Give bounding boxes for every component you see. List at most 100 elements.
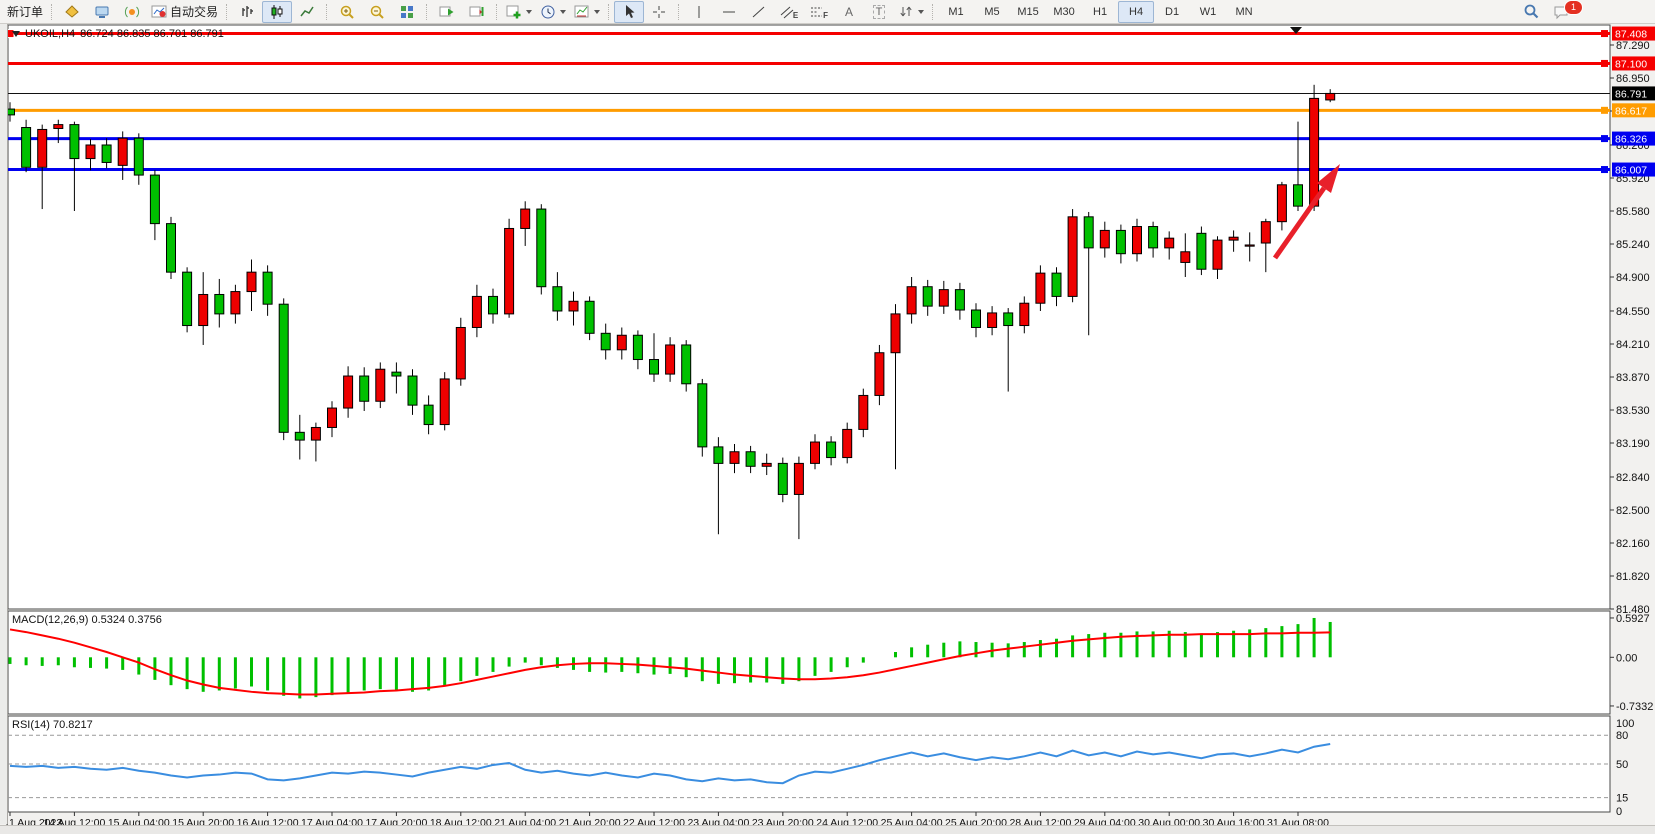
candle-body [117,137,128,166]
tab-timeframe-h4[interactable]: H4 [1118,0,1155,23]
line-handle[interactable] [1601,30,1608,38]
candle-body [407,375,418,406]
candle-body [455,326,466,380]
zoom-out-icon [369,4,385,20]
text-label-button[interactable]: T [864,1,894,23]
candle-body [262,271,273,305]
auto-scroll-button[interactable] [432,1,462,23]
search-icon [1523,3,1540,20]
fibonacci-button[interactable]: F [804,1,834,23]
candle-body [536,208,547,288]
candle-body [375,368,386,402]
candle-body [230,291,241,315]
macd-scale-label: 0.5927 [1616,613,1650,625]
templates-button[interactable] [570,1,604,23]
price-tag-label: 86.326 [1615,134,1647,146]
bar-chart-button[interactable] [232,1,262,23]
zoom-in-icon [339,4,355,20]
tab-timeframe-m30[interactable]: M30 [1053,5,1075,18]
candle-body [1244,244,1255,247]
cursor-button[interactable] [614,0,645,23]
signal-waves-icon [124,4,140,20]
tab-timeframe-m15[interactable]: M15 [1017,5,1039,18]
price-tick-label: 83.190 [1616,438,1650,450]
candle-body [182,271,193,327]
text-tool-icon: A [845,4,854,19]
vertical-line-button[interactable] [684,1,714,23]
virtual-hosting-button[interactable] [87,1,117,23]
candle-body [600,332,611,351]
candle-body [149,174,160,225]
candle-body [681,344,692,385]
zoom-out-button[interactable] [362,1,392,23]
candle-body [198,293,209,327]
tab-timeframe-m1[interactable]: M1 [948,5,964,18]
market-watch-button[interactable] [57,1,87,23]
rsi-line [9,743,1331,785]
candle-body [1276,184,1287,223]
arrows-button[interactable] [894,1,928,23]
text-button[interactable]: A [834,1,864,23]
trend-arrow-head-icon[interactable] [1317,164,1340,193]
rsi-scale-label: 80 [1616,730,1628,742]
candle-body [922,286,933,307]
candle-body [890,313,901,354]
dropdown-caret-icon [918,9,925,14]
candle-body [1035,272,1046,304]
price-tag [1612,162,1655,177]
line-handle[interactable] [1601,166,1608,174]
channel-letter: E [792,10,799,20]
horizontal-line-button[interactable] [714,1,744,23]
candle-body [1003,312,1014,327]
candle-body [1019,302,1030,327]
chart-shift-marker-icon[interactable] [1290,27,1302,34]
new-order-button[interactable]: 新订单 [3,1,47,23]
main-toolbar: 新订单 自动交易 [0,0,1655,24]
new-chart-button[interactable] [502,1,536,23]
candle-body [665,344,676,375]
candlestick-chart-button[interactable] [262,0,293,23]
line-chart-button[interactable] [292,1,322,23]
trend-arrow[interactable] [1272,186,1327,260]
candle-body [971,309,981,328]
tab-timeframe-mn[interactable]: MN [1235,5,1253,18]
candle-body [745,451,756,467]
chat-button[interactable]: 1 [1546,0,1583,23]
candle-body [214,293,225,315]
tab-timeframe-d1[interactable]: D1 [1165,5,1180,18]
trendline-button[interactable] [744,1,774,23]
notification-badge: 1 [1564,0,1583,15]
zoom-in-button[interactable] [332,1,362,23]
templates-icon [574,4,590,19]
macd-pane[interactable] [7,610,1611,715]
signals-button[interactable] [117,1,147,23]
search-button[interactable] [1516,1,1546,23]
periods-clock-button[interactable] [536,1,570,23]
line-handle[interactable] [1601,59,1608,67]
candle-body [1212,239,1223,270]
price-tick-label: 82.160 [1616,538,1650,550]
candle-body [826,441,837,459]
crosshair-icon [651,4,667,20]
candle-body [568,300,579,312]
symbol-dropdown-icon[interactable] [12,31,20,37]
chart-shift-button[interactable] [462,1,492,23]
tab-timeframe-h1[interactable]: H1 [1093,5,1108,18]
candle-body [21,127,32,168]
candle-body [987,312,998,328]
line-handle[interactable] [1601,106,1608,114]
equidistant-channel-button[interactable]: E [774,1,804,23]
line-handle[interactable] [1601,135,1608,143]
window-bottom-border [0,825,1655,834]
new-order-label: 新订单 [7,5,44,19]
candle-body [471,295,482,328]
candle-body [423,404,434,426]
tile-windows-button[interactable] [392,1,422,23]
tab-timeframe-m5[interactable]: M5 [984,5,1000,18]
price-tick-label: 84.550 [1616,306,1650,318]
auto-trading-button[interactable]: 自动交易 [147,1,222,23]
main-chart-pane[interactable] [7,24,1611,610]
tab-timeframe-w1[interactable]: W1 [1199,5,1217,18]
crosshair-button[interactable] [644,1,674,23]
